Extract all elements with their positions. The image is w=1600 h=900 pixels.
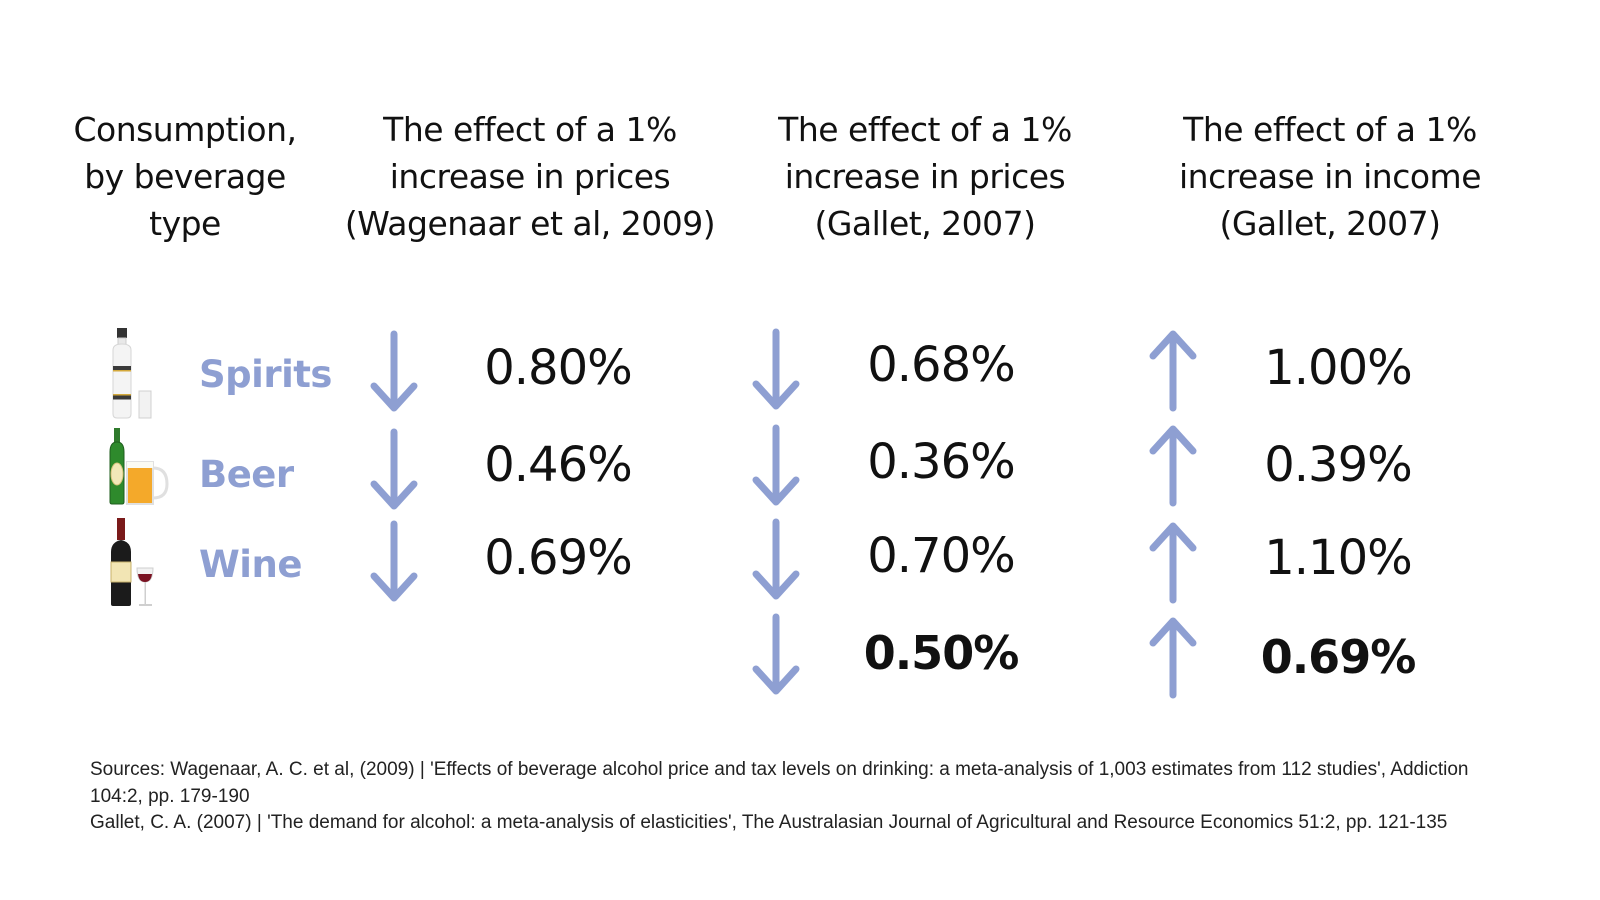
beverage-label-spirits: Spirits (199, 352, 332, 396)
value-gallet-income-spirits: 1.00% (1264, 340, 1412, 396)
arrow-down-icon (752, 613, 800, 695)
arrow-down-icon (370, 428, 418, 510)
arrow-down-icon (752, 424, 800, 506)
beverage-label-wine: Wine (199, 542, 302, 586)
value-gallet-income-wine: 1.10% (1264, 530, 1412, 586)
arrow-up-icon (1149, 522, 1197, 604)
beer-bottle-icon (105, 428, 175, 520)
arrow-down-icon (752, 328, 800, 410)
beverage-label-beer: Beer (199, 452, 294, 496)
beverage-row-wine: Wine (105, 518, 302, 610)
arrow-up-icon (1149, 617, 1197, 699)
header-wagenaar-prices: The effect of a 1% increase in prices (W… (344, 110, 716, 243)
source-gallet: Gallet, C. A. (2007) | 'The demand for a… (90, 812, 1448, 833)
value-wagenaar-spirits: 0.80% (484, 340, 632, 396)
header-gallet-prices: The effect of a 1% increase in prices (G… (778, 110, 1072, 243)
value-gallet-prices-beer: 0.36% (867, 434, 1015, 490)
value-gallet-income-overall: 0.69% (1260, 630, 1417, 684)
header-beverage-type: Consumption, by beverage type (73, 110, 297, 243)
beverage-row-beer: Beer (105, 428, 294, 520)
value-gallet-prices-spirits: 0.68% (867, 337, 1015, 393)
value-wagenaar-wine: 0.69% (484, 530, 632, 586)
arrow-up-icon (1149, 425, 1197, 507)
header-gallet-income: The effect of a 1% increase in income (G… (1178, 110, 1482, 243)
wine-bottle-icon (105, 518, 175, 610)
spirits-bottle-icon (105, 328, 175, 420)
value-gallet-prices-overall: 0.50% (863, 626, 1020, 680)
value-wagenaar-beer: 0.46% (484, 437, 632, 493)
value-gallet-income-beer: 0.39% (1264, 437, 1412, 493)
value-gallet-prices-wine: 0.70% (867, 528, 1015, 584)
source-wagenaar: Sources: Wagenaar, A. C. et al, (2009) |… (90, 759, 1469, 807)
arrow-up-icon (1149, 330, 1197, 412)
arrow-down-icon (752, 518, 800, 600)
arrow-down-icon (370, 520, 418, 602)
arrow-down-icon (370, 330, 418, 412)
beverage-row-spirits: Spirits (105, 328, 332, 420)
sources-footnote: Sources: Wagenaar, A. C. et al, (2009) |… (90, 757, 1510, 837)
